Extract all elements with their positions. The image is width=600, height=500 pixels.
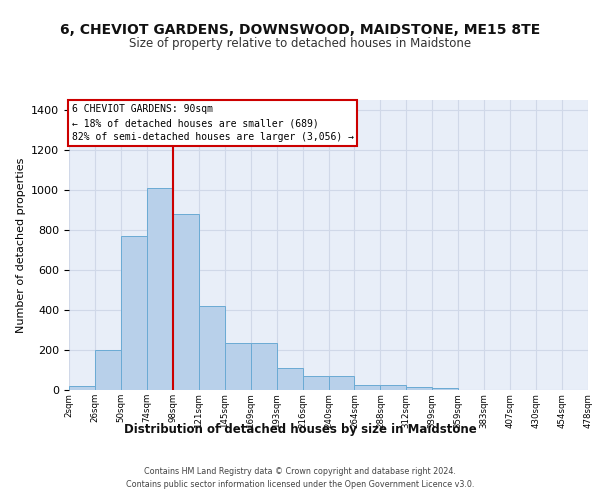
Bar [121, 236, 147, 390]
Bar [173, 214, 199, 390]
Text: Contains public sector information licensed under the Open Government Licence v3: Contains public sector information licen… [126, 480, 474, 489]
Bar [225, 343, 251, 390]
Text: Distribution of detached houses by size in Maidstone: Distribution of detached houses by size … [124, 422, 476, 436]
Text: Size of property relative to detached houses in Maidstone: Size of property relative to detached ho… [129, 38, 471, 51]
Bar [329, 376, 355, 390]
Text: 6 CHEVIOT GARDENS: 90sqm
← 18% of detached houses are smaller (689)
82% of semi-: 6 CHEVIOT GARDENS: 90sqm ← 18% of detach… [71, 104, 353, 142]
Bar [406, 387, 432, 390]
Text: 6, CHEVIOT GARDENS, DOWNSWOOD, MAIDSTONE, ME15 8TE: 6, CHEVIOT GARDENS, DOWNSWOOD, MAIDSTONE… [60, 22, 540, 36]
Bar [355, 385, 380, 390]
Bar [302, 376, 329, 390]
Bar [147, 188, 173, 390]
Text: Contains HM Land Registry data © Crown copyright and database right 2024.: Contains HM Land Registry data © Crown c… [144, 468, 456, 476]
Y-axis label: Number of detached properties: Number of detached properties [16, 158, 26, 332]
Bar [277, 368, 302, 390]
Bar [69, 386, 95, 390]
Bar [380, 385, 406, 390]
Bar [433, 388, 458, 390]
Bar [95, 350, 121, 390]
Bar [199, 306, 224, 390]
Bar [251, 343, 277, 390]
